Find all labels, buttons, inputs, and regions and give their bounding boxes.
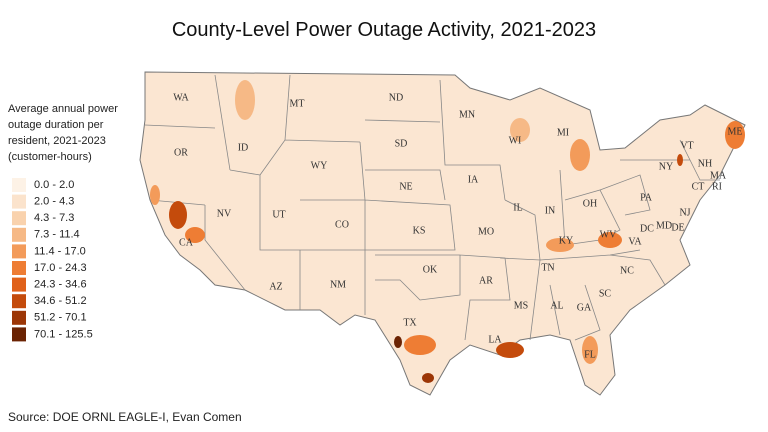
legend-label: 24.3 - 34.6 (34, 279, 87, 291)
state-label: KS (413, 225, 426, 236)
state-label: NE (399, 181, 412, 192)
state-label: GA (577, 302, 592, 313)
legend-swatch (12, 178, 26, 192)
state-label: LA (488, 334, 502, 345)
legend-swatch (12, 327, 26, 342)
state-label: MD (656, 220, 672, 231)
state-label: MT (290, 98, 305, 109)
legend-label: 0.0 - 2.0 (34, 179, 74, 191)
legend-swatch (12, 261, 26, 275)
legend-title: outage duration per (8, 119, 104, 131)
legend-label: 2.0 - 4.3 (34, 196, 74, 208)
hotspots (150, 80, 745, 383)
state-label: NC (620, 265, 634, 276)
state-label: ND (389, 92, 403, 103)
state-label: TX (403, 317, 417, 328)
state-label: WY (311, 160, 328, 171)
legend-swatch (12, 194, 26, 209)
state-label: ME (728, 126, 743, 137)
state-label: SC (599, 288, 612, 299)
source: Source: DOE ORNL EAGLE-I, Evan Comen (8, 410, 242, 424)
state-label: WV (600, 229, 617, 240)
state-label: OK (423, 264, 438, 275)
state-label: WA (173, 92, 189, 103)
legend-label: 17.0 - 24.3 (34, 262, 87, 274)
state-label: DC (640, 223, 654, 234)
state-label: SD (395, 138, 408, 149)
state-label: PA (640, 192, 653, 203)
land (139, 71, 746, 396)
state-label: MI (557, 127, 569, 138)
state-label: TN (541, 262, 554, 273)
state-borders (144, 74, 720, 341)
state-label: OH (583, 198, 597, 209)
title: County-Level Power Outage Activity, 2021… (172, 19, 596, 41)
legend-label: 51.2 - 70.1 (34, 312, 87, 324)
state-label: IN (545, 205, 556, 216)
state-label: CA (179, 237, 194, 248)
state-label: AR (479, 275, 493, 286)
state-label: MA (710, 170, 727, 181)
legend-label: 11.4 - 17.0 (34, 245, 86, 257)
legend-swatch (12, 227, 26, 242)
state-label: MS (514, 300, 528, 311)
legend-label: 7.3 - 11.4 (34, 229, 80, 241)
state-label: FL (584, 349, 596, 360)
legend-title: Average annual power (8, 103, 118, 115)
legend-swatch (12, 277, 26, 292)
state-label: NY (659, 161, 673, 172)
legend-swatch (12, 244, 26, 259)
legend-swatch (12, 310, 26, 325)
state-label: OR (174, 147, 188, 158)
state-label: CT (692, 181, 705, 192)
state-label: IA (468, 174, 479, 185)
state-label: ID (238, 142, 249, 153)
legend: Average annual power outage duration per r… (8, 103, 118, 342)
legend-label: 4.3 - 7.3 (34, 212, 74, 224)
state-label: DE (671, 222, 684, 233)
state-label: VA (628, 236, 642, 247)
state-label: WI (509, 135, 522, 146)
state-label: CO (335, 219, 349, 230)
us-map: WA OR CA NV ID MT WY UT AZ CO NM ND SD NE KS OK TX MN IA MO… (139, 71, 746, 396)
state-label: AL (550, 300, 563, 311)
state-label: IL (513, 202, 522, 213)
state-label: KY (559, 235, 573, 246)
state-label: UT (272, 209, 285, 220)
state-label: MO (478, 226, 494, 237)
legend-swatch (12, 294, 26, 309)
legend-title: resident, 2021-2023 (8, 135, 106, 147)
state-label: MN (459, 109, 475, 120)
state-label: NJ (679, 207, 690, 218)
state-label: NH (698, 158, 712, 169)
state-label: RI (712, 181, 722, 192)
legend-label: 34.6 - 51.2 (34, 295, 87, 307)
state-label: VT (680, 140, 693, 151)
legend-swatch (12, 211, 26, 226)
state-label: NV (217, 208, 232, 219)
state-label: NM (330, 279, 346, 290)
legend-label: 70.1 - 125.5 (34, 328, 93, 340)
state-label: AZ (269, 281, 282, 292)
legend-title: (customer-hours) (8, 151, 92, 163)
state-labels: WA OR CA NV ID MT WY UT AZ CO NM ND SD NE KS OK TX MN IA MO… (173, 92, 742, 360)
